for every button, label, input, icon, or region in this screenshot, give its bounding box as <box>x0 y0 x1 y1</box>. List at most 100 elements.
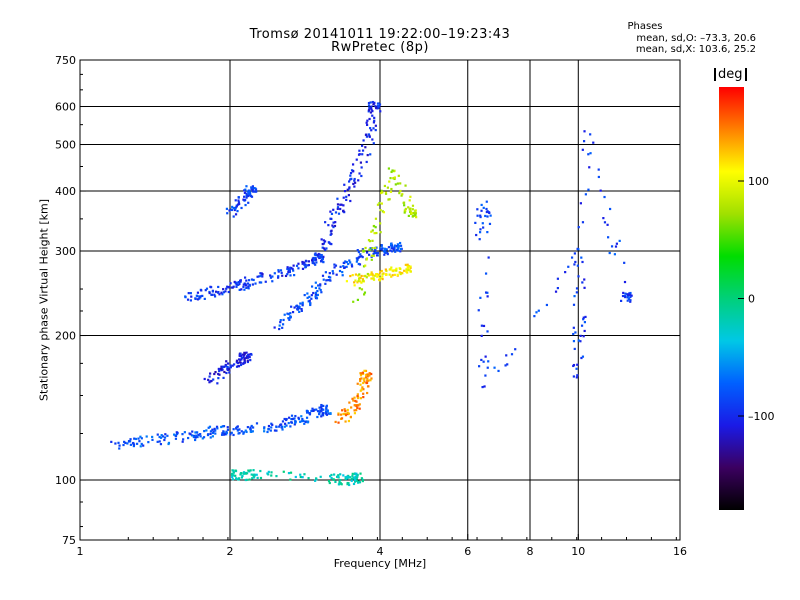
echo-point <box>414 213 417 216</box>
echo-point <box>210 293 214 296</box>
echo-point <box>372 127 375 130</box>
echo-point <box>359 383 362 386</box>
echo-point <box>240 472 243 475</box>
echo-point <box>376 203 380 206</box>
echo-point <box>308 295 311 298</box>
echo-point <box>361 371 365 374</box>
echo-point <box>554 290 558 293</box>
echo-point <box>237 432 240 435</box>
echo-point <box>275 429 278 432</box>
echo-point <box>366 373 369 376</box>
echo-point <box>237 365 241 368</box>
echo-point <box>575 376 578 379</box>
echo-point <box>576 264 579 267</box>
echo-point <box>237 199 240 202</box>
echo-point <box>603 195 606 199</box>
echo-point <box>315 408 318 411</box>
echo-point <box>282 470 285 473</box>
echo-point <box>353 412 357 415</box>
echo-point <box>389 244 393 247</box>
echo-point <box>415 216 418 219</box>
echo-point <box>221 432 224 435</box>
echo-point <box>277 270 280 273</box>
echo-point <box>342 209 345 212</box>
echo-point <box>369 247 372 250</box>
echo-point <box>370 254 374 257</box>
echo-point <box>350 263 353 266</box>
echo-point <box>389 190 393 193</box>
echo-point <box>350 169 354 172</box>
echo-point <box>235 285 238 288</box>
echo-point <box>266 430 269 434</box>
echo-point <box>290 305 293 308</box>
echo-point <box>345 475 349 478</box>
echo-point <box>573 252 576 255</box>
echo-point <box>208 381 211 384</box>
echo-point <box>373 232 376 235</box>
echo-point <box>364 133 368 136</box>
echo-point <box>302 419 305 422</box>
echo-point <box>279 269 283 272</box>
echo-point <box>310 297 313 300</box>
echo-point <box>399 189 402 193</box>
echo-point <box>567 265 570 268</box>
echo-point <box>322 404 325 408</box>
echo-point <box>592 141 595 144</box>
echo-point <box>246 359 249 362</box>
echo-point <box>366 153 369 157</box>
echo-point <box>278 425 281 428</box>
echo-point <box>479 215 482 219</box>
echo-point <box>343 211 346 214</box>
echo-point <box>337 474 340 477</box>
colorbar-unit: deg <box>714 68 747 81</box>
echo-point <box>278 327 281 331</box>
echo-point <box>304 420 307 424</box>
echo-point <box>235 283 238 286</box>
y-tick-label: 500 <box>55 139 76 152</box>
echo-point <box>312 262 316 265</box>
echo-point <box>333 224 337 228</box>
echo-point <box>202 436 206 439</box>
echo-point <box>246 354 250 357</box>
echo-point <box>321 257 324 261</box>
echo-point <box>360 255 363 258</box>
echo-point <box>301 260 304 264</box>
echo-point <box>399 182 402 185</box>
echo-point <box>370 377 373 380</box>
echo-point <box>329 210 332 213</box>
echo-point <box>209 432 212 436</box>
echo-point <box>321 414 325 417</box>
echo-point <box>375 246 378 249</box>
echo-point <box>203 429 206 433</box>
echo-point <box>387 167 391 170</box>
echo-point <box>357 153 361 156</box>
echo-point <box>375 231 378 235</box>
echo-point <box>273 326 276 329</box>
echo-point <box>320 238 323 241</box>
echo-point <box>348 259 351 262</box>
echo-point <box>486 210 489 213</box>
echo-point <box>247 287 250 290</box>
echo-point <box>299 420 302 423</box>
echo-point <box>252 426 255 429</box>
echo-point <box>319 406 323 409</box>
echo-point <box>364 146 367 149</box>
echo-point <box>277 275 280 278</box>
echo-point <box>352 300 355 303</box>
echo-point <box>369 273 372 276</box>
echo-point <box>377 273 381 277</box>
echo-point <box>324 410 328 413</box>
echo-point <box>403 211 406 214</box>
echo-point <box>308 412 312 415</box>
echo-point <box>336 197 339 200</box>
echo-point <box>581 355 585 358</box>
echo-point <box>398 271 401 274</box>
echo-point <box>354 181 357 184</box>
echo-point <box>389 249 392 252</box>
echo-point <box>312 409 315 413</box>
echo-point <box>360 477 363 480</box>
echo-point <box>281 420 285 423</box>
echo-point <box>351 274 354 277</box>
echo-point <box>250 430 253 433</box>
